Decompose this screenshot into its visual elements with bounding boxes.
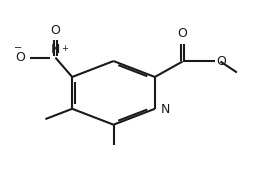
Text: O: O (15, 51, 25, 64)
Text: −: − (14, 43, 22, 53)
Text: O: O (216, 55, 226, 68)
Text: +: + (61, 44, 68, 53)
Text: O: O (51, 24, 60, 37)
Text: N: N (160, 103, 170, 116)
Text: N: N (51, 43, 61, 56)
Text: O: O (178, 27, 188, 40)
